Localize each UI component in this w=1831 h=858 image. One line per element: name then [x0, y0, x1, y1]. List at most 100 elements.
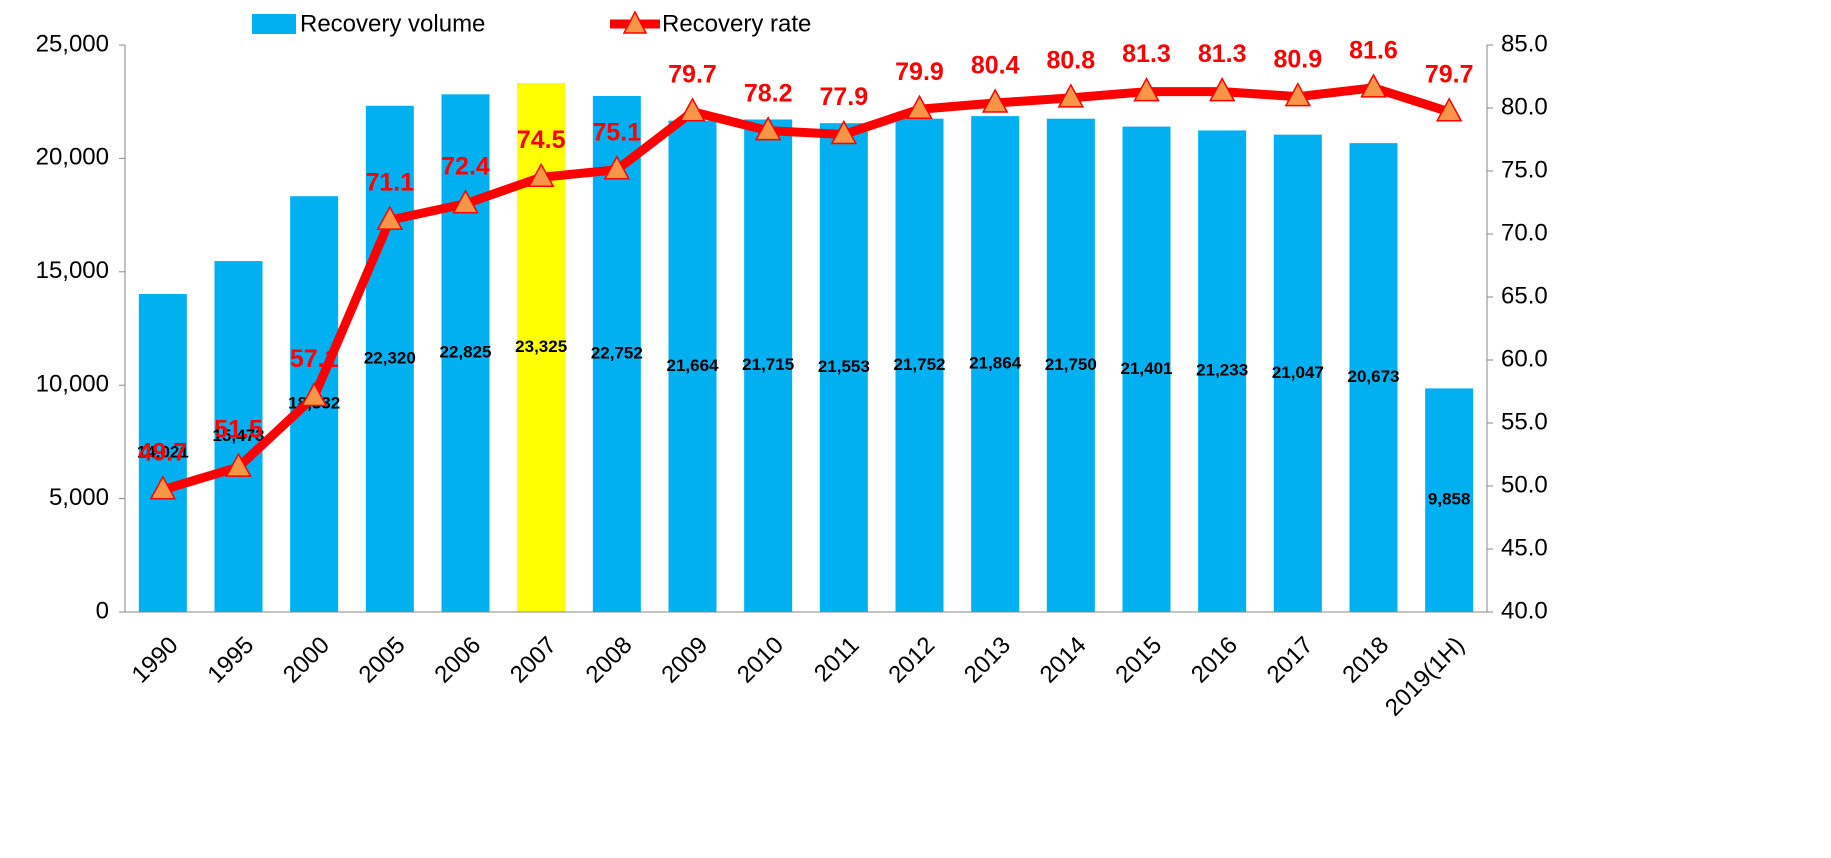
x-tick-label: 2015 [1110, 632, 1167, 689]
rate-label: 81.3 [1198, 40, 1247, 68]
rate-label: 79.7 [668, 60, 717, 88]
x-tick-label: 2016 [1186, 632, 1243, 689]
value-label: 23,325 [515, 337, 567, 356]
legend-label: Recovery volume [300, 10, 485, 37]
bar [1349, 143, 1398, 612]
marker [376, 205, 404, 230]
marker [1360, 73, 1387, 98]
value-label: 20,673 [1348, 367, 1400, 386]
rate-label: 57.1 [290, 345, 339, 373]
marker [754, 116, 782, 141]
x-tick-label: 2013 [959, 632, 1016, 689]
value-label: 21,752 [894, 355, 946, 374]
value-label: 21,553 [818, 357, 870, 376]
y-tick-label: 25,000 [36, 30, 109, 57]
rate-label: 81.3 [1122, 40, 1171, 68]
value-label: 22,320 [364, 348, 416, 367]
bar [214, 261, 263, 612]
y2-tick-label: 65.0 [1501, 282, 1548, 309]
bar [895, 118, 944, 612]
bar [1198, 130, 1247, 613]
x-tick-label: 2006 [429, 632, 486, 689]
value-label: 15,473 [213, 426, 265, 445]
y-tick-label: 20,000 [36, 144, 109, 171]
y2-tick-label: 70.0 [1501, 219, 1548, 246]
value-label: 9,858 [1428, 490, 1471, 509]
marker [300, 381, 328, 407]
value-label: 21,864 [969, 354, 1022, 373]
x-tick-label: 2007 [505, 632, 562, 689]
x-tick-label: 2018 [1337, 632, 1394, 689]
y2-tick-label: 75.0 [1501, 156, 1548, 183]
bar [1425, 388, 1474, 612]
y-tick-label: 10,000 [36, 371, 109, 398]
bar [1046, 118, 1095, 613]
bar [819, 123, 868, 612]
marker [1208, 77, 1236, 102]
value-label: 21,750 [1045, 355, 1097, 374]
legend-swatch [252, 14, 296, 34]
legend-marker [622, 10, 648, 34]
x-tick-label: 2008 [581, 632, 638, 689]
rate-label: 80.4 [971, 52, 1020, 80]
y2-tick-label: 85.0 [1501, 30, 1548, 57]
line [161, 83, 1451, 495]
value-label: 14,021 [137, 442, 189, 461]
y2-tick-label: 55.0 [1501, 408, 1548, 435]
x-tick-label: 2011 [809, 632, 865, 688]
marker [527, 162, 555, 188]
marker [1057, 83, 1085, 108]
bar [971, 116, 1020, 612]
marker [225, 452, 252, 477]
y2-tick-label: 45.0 [1501, 534, 1548, 561]
bar [365, 105, 414, 612]
value-label: 21,233 [1196, 361, 1248, 380]
y2-tick-label: 80.0 [1501, 93, 1548, 120]
rate-label: 49.7 [138, 438, 187, 466]
marker [1284, 82, 1312, 107]
legend-label: Recovery rate [662, 10, 811, 37]
y2-tick-label: 60.0 [1501, 345, 1548, 372]
rate-label: 81.6 [1349, 36, 1398, 64]
bar [1273, 134, 1322, 612]
rate-label: 74.5 [517, 126, 566, 154]
marker [603, 155, 631, 180]
marker [679, 97, 706, 122]
rate-label: 80.8 [1046, 47, 1095, 75]
x-tick-label: 2014 [1035, 632, 1092, 689]
y2-tick-label: 40.0 [1501, 597, 1548, 624]
x-tick-label: 2009 [656, 632, 713, 689]
y-tick-label: 5,000 [49, 484, 109, 511]
y-tick-label: 15,000 [36, 257, 109, 284]
y-tick-label: 0 [96, 597, 109, 624]
value-label: 21,664 [667, 356, 720, 375]
rate-label: 79.7 [1425, 60, 1474, 88]
bar [1122, 126, 1171, 613]
bar [592, 95, 641, 613]
rate-label: 77.9 [819, 83, 868, 111]
rate-label: 78.2 [744, 79, 793, 107]
rate-label: 80.9 [1273, 45, 1322, 73]
rate-label: 75.1 [592, 118, 641, 146]
value-label: 21,047 [1272, 363, 1324, 382]
bar [138, 294, 187, 612]
bar [668, 120, 717, 613]
marker [452, 189, 479, 214]
rate-label: 72.4 [441, 152, 490, 180]
marker [830, 119, 858, 145]
marker [149, 475, 177, 500]
value-label: 22,825 [440, 343, 492, 362]
rate-label: 51.5 [214, 416, 263, 444]
bar [744, 119, 793, 613]
marker [1133, 77, 1160, 102]
marker [1435, 97, 1463, 122]
x-tick-label: 1995 [202, 632, 259, 689]
x-tick-label: 2005 [354, 632, 411, 689]
x-tick-label: 1990 [127, 632, 184, 689]
marker [981, 88, 1009, 113]
bar [441, 94, 490, 613]
value-label: 22,752 [591, 343, 643, 362]
x-tick-label: 2010 [732, 632, 789, 689]
